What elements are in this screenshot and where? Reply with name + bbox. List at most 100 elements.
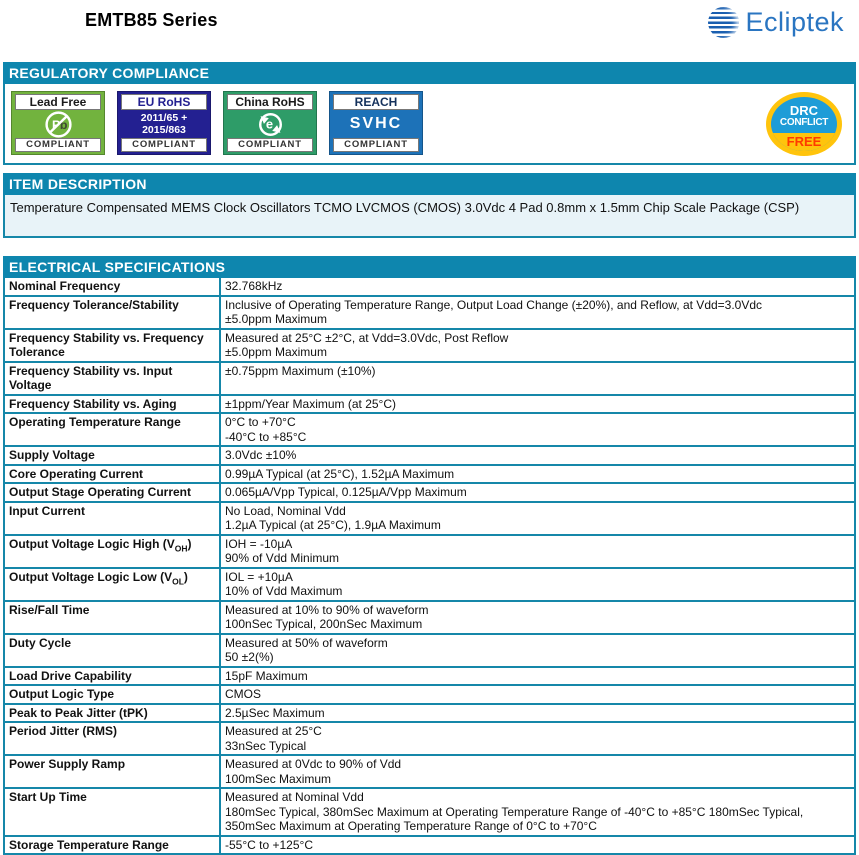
electrical-table: Nominal Frequency 32.768kHz Frequency Tole… <box>3 278 856 855</box>
reach-badge-title: REACH <box>333 94 419 110</box>
spec-value-line: ±0.75ppm Maximum (±10%) <box>225 363 376 378</box>
spec-value: Measured at 50% of waveform 50 ±2(%) <box>221 635 854 666</box>
reach-compliant-label: COMPLIANT <box>333 138 419 152</box>
drc-line1: DRC <box>789 103 819 118</box>
regulatory-section-header: REGULATORY COMPLIANCE <box>3 62 856 84</box>
spec-value-line: 3.0Vdc ±10% <box>225 448 297 462</box>
spec-value: No Load, Nominal Vdd 1.2µA Typical (at 25… <box>221 503 854 534</box>
spec-label: Output Voltage Logic Low (VOL) <box>5 568 221 600</box>
spec-label: Peak to Peak Jitter (tPK) <box>5 704 221 721</box>
datasheet-page: EMTB85 Series Ecliptek REGULATORY COMPLI… <box>3 7 856 855</box>
spec-label: Input Current <box>5 502 221 534</box>
lead-free-pb-icon: P b <box>15 110 101 138</box>
ecliptek-logo: Ecliptek <box>708 7 844 38</box>
spec-row: Frequency Stability vs. Input Voltage ±0.… <box>5 360 854 394</box>
spec-row: Peak to Peak Jitter (tPK) 2.5µSec Maximum <box>5 702 854 722</box>
spec-row: Input Current No Load, Nominal Vdd 1.2µA T… <box>5 500 854 534</box>
spec-value-line: Measured at 25°C <box>225 724 322 738</box>
spec-label: Rise/Fall Time <box>5 601 221 633</box>
spec-value: 32.768kHz <box>221 278 854 295</box>
spec-label: Power Supply Ramp <box>5 756 221 787</box>
spec-row: Rise/Fall Time Measured at 10% to 90% of … <box>5 599 854 633</box>
spec-value: Measured at Nominal Vdd 180mSec Typical, … <box>221 789 854 835</box>
spec-value: IOH = -10µA 90% of Vdd Minimum <box>221 536 854 567</box>
spec-label: Nominal Frequency <box>5 278 221 295</box>
spec-value-line: IOH = -10µA <box>225 536 293 551</box>
svg-text:b: b <box>59 117 67 131</box>
spec-value: Measured at 0Vdc to 90% of Vdd 100mSec Ma… <box>221 756 854 787</box>
reach-svhc-label-wrap: SVHC <box>333 110 419 138</box>
spec-row: Frequency Stability vs. Aging ±1ppm/Year … <box>5 393 854 413</box>
china-rohs-badge-title: China RoHS <box>227 94 313 110</box>
spec-label: Output Stage Operating Current <box>5 484 221 501</box>
spec-value: CMOS <box>221 686 854 703</box>
spec-value: 0.99µA Typical (at 25°C), 1.52µA Maximum <box>221 466 854 483</box>
spec-value-line: 0°C to +70°C <box>225 415 296 429</box>
spec-row: Output Voltage Logic Low (VOL) IOL = +10µ… <box>5 566 854 600</box>
spec-value-line: No Load, Nominal Vdd <box>225 503 346 518</box>
spec-row: Frequency Tolerance/Stability Inclusive o… <box>5 294 854 328</box>
item-description-section-header: ITEM DESCRIPTION <box>3 173 856 195</box>
spec-value-line: ±5.0ppm Maximum <box>225 345 327 359</box>
item-description-section: ITEM DESCRIPTION Temperature Compensated… <box>3 173 856 238</box>
spec-value: Inclusive of Operating Temperature Range… <box>221 297 854 328</box>
spec-label: Frequency Stability vs. Frequency Tolera… <box>5 329 221 361</box>
spec-label: Core Operating Current <box>5 465 221 482</box>
spec-row: Power Supply Ramp Measured at 0Vdc to 90%… <box>5 754 854 787</box>
spec-value: -55°C to +125°C <box>221 837 854 854</box>
spec-value-line: Inclusive of Operating Temperature Range… <box>225 297 763 312</box>
spec-label: Frequency Tolerance/Stability <box>5 296 221 328</box>
electrical-specifications-section: ELECTRICAL SPECIFICATIONS Nominal Freque… <box>3 256 856 855</box>
spec-value-line: ±5.0ppm Maximum <box>225 312 327 326</box>
spec-value-line: Measured at 50% of waveform <box>225 635 388 650</box>
spec-row: Output Voltage Logic High (VOH) IOH = -10… <box>5 533 854 567</box>
reach-svhc-label: SVHC <box>349 115 403 132</box>
spec-value-line: CMOS <box>225 687 261 701</box>
spec-label: Frequency Stability vs. Aging <box>5 395 221 412</box>
ecliptek-logo-text: Ecliptek <box>745 7 844 37</box>
spec-label: Supply Voltage <box>5 447 221 464</box>
spec-value-line: 15pF Maximum <box>225 668 308 683</box>
spec-value-line: 32.768kHz <box>225 279 283 293</box>
spec-label: Storage Temperature Range <box>5 836 221 853</box>
spec-row: Start Up Time Measured at Nominal Vdd 180m… <box>5 787 854 835</box>
spec-value: 0°C to +70°C -40°C to +85°C <box>221 414 854 445</box>
lead-free-compliant-label: COMPLIANT <box>15 138 101 152</box>
spec-value-line: Measured at 0Vdc to 90% of Vdd <box>225 757 402 771</box>
spec-value-line: Measured at 10% to 90% of waveform <box>225 602 429 617</box>
spec-row: Operating Temperature Range 0°C to +70°C -… <box>5 412 854 445</box>
spec-value-line: Measured at 25°C ±2°C, at Vdd=3.0Vdc, Po… <box>225 330 509 345</box>
spec-value-line: 1.2µA Typical (at 25°C), 1.9µA Maximum <box>225 518 441 532</box>
spec-label: Output Voltage Logic High (VOH) <box>5 535 221 567</box>
spec-value-line: 0.99µA Typical (at 25°C), 1.52µA Maximum <box>225 466 455 481</box>
spec-row: Output Logic Type CMOS <box>5 684 854 703</box>
spec-value-line: -55°C to +125°C <box>225 837 313 852</box>
spec-value: 3.0Vdc ±10% <box>221 447 854 464</box>
eu-rohs-directive-line1: 2011/65 + <box>140 112 188 124</box>
drc-conflict-free-inner: DRC CONFLICT FREE <box>771 97 837 151</box>
spec-value-line: 2.5µSec Maximum <box>225 705 325 720</box>
spec-value-line: 33nSec Typical <box>225 738 307 753</box>
spec-value: Measured at 25°C 33nSec Typical <box>221 723 854 754</box>
china-rohs-recycle-icon: e <box>227 110 313 138</box>
reach-badge: REACH SVHC COMPLIANT <box>329 91 423 155</box>
china-rohs-badge: China RoHS e COMPLIANT <box>223 91 317 155</box>
spec-value: 2.5µSec Maximum <box>221 705 854 722</box>
eu-rohs-directives: 2011/65 + 2015/863 <box>121 110 207 138</box>
spec-value-line: 100mSec Maximum <box>225 771 332 786</box>
spec-row: Nominal Frequency 32.768kHz <box>5 278 854 295</box>
lead-free-badge-title: Lead Free <box>15 94 101 110</box>
drc-line2: CONFLICT <box>779 117 829 128</box>
eu-rohs-badge-title: EU RoHS <box>121 94 207 110</box>
lead-free-badge: Lead Free P b COMPLIANT <box>11 91 105 155</box>
spec-row: Supply Voltage 3.0Vdc ±10% <box>5 445 854 464</box>
spec-value: ±1ppm/Year Maximum (at 25°C) <box>221 396 854 413</box>
spec-row: Frequency Stability vs. Frequency Tolera… <box>5 327 854 361</box>
spec-label: Frequency Stability vs. Input Voltage <box>5 362 221 394</box>
svg-text:e: e <box>265 116 272 131</box>
spec-row: Load Drive Capability 15pF Maximum <box>5 665 854 684</box>
spec-value: Measured at 10% to 90% of waveform 100nSe… <box>221 602 854 633</box>
spec-label: Load Drive Capability <box>5 667 221 684</box>
spec-row: Storage Temperature Range -55°C to +125°C <box>5 834 854 854</box>
spec-value-line: 90% of Vdd Minimum <box>225 551 340 565</box>
